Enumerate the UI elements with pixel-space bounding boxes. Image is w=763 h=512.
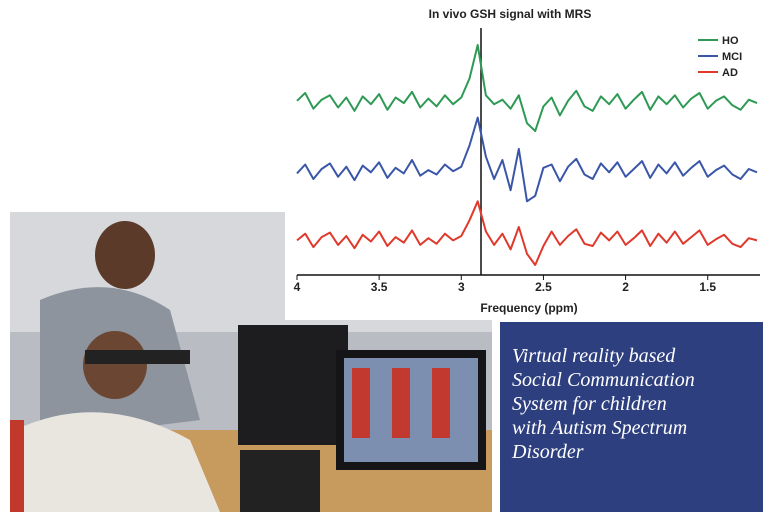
legend-label: HO bbox=[722, 35, 739, 47]
series-line bbox=[296, 116, 758, 203]
series-line bbox=[296, 200, 758, 266]
chart-panel bbox=[285, 0, 763, 320]
x-tick-label: 2.5 bbox=[535, 280, 552, 294]
caption-line: Virtual reality based bbox=[512, 345, 676, 367]
x-axis-label: Frequency (ppm) bbox=[480, 301, 577, 315]
chart-title: In vivo GSH signal with MRS bbox=[429, 7, 592, 21]
caption-line: Disorder bbox=[511, 441, 584, 463]
caption-line: with Autism Spectrum bbox=[512, 417, 687, 439]
x-tick-label: 1.5 bbox=[699, 280, 716, 294]
caption-line: System for children bbox=[512, 393, 667, 415]
x-tick-label: 3 bbox=[458, 280, 465, 294]
caption-line: Social Communication bbox=[512, 369, 695, 391]
series-line bbox=[296, 44, 758, 132]
legend-label: AD bbox=[722, 67, 738, 79]
legend-label: MCI bbox=[722, 51, 742, 63]
x-tick-label: 3.5 bbox=[371, 280, 388, 294]
x-tick-label: 2 bbox=[622, 280, 629, 294]
x-tick-label: 4 bbox=[294, 280, 301, 294]
caption-box bbox=[500, 322, 763, 512]
